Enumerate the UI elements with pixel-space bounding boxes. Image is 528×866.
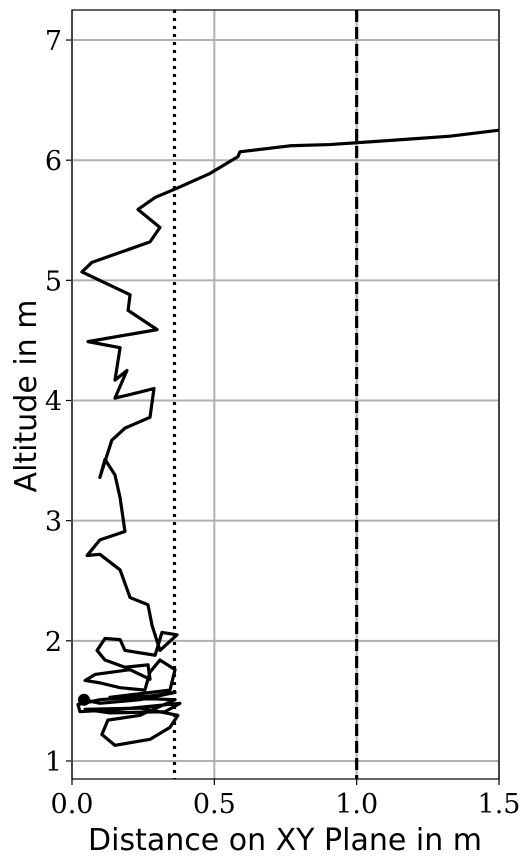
trajectory-line bbox=[76, 128, 500, 747]
plot-frame bbox=[71, 9, 500, 780]
y-tick-label: 4 bbox=[45, 387, 62, 418]
y-tick-label: 1 bbox=[45, 747, 62, 778]
x-tick-label: 0.0 bbox=[51, 789, 94, 820]
y-tick-label: 2 bbox=[45, 627, 62, 658]
x-axis-label: Distance on XY Plane in m bbox=[88, 823, 482, 858]
y-tick-label: 6 bbox=[45, 146, 62, 177]
start-point bbox=[77, 693, 90, 706]
y-axis-label: Altitude in m bbox=[9, 300, 44, 493]
y-tick-label: 5 bbox=[45, 266, 62, 297]
y-tick-label: 3 bbox=[45, 507, 62, 538]
x-tick-label: 0.5 bbox=[193, 789, 236, 820]
y-tick-label: 7 bbox=[45, 26, 62, 57]
x-tick-label: 1.0 bbox=[335, 789, 378, 820]
x-tick-label: 1.5 bbox=[478, 789, 521, 820]
